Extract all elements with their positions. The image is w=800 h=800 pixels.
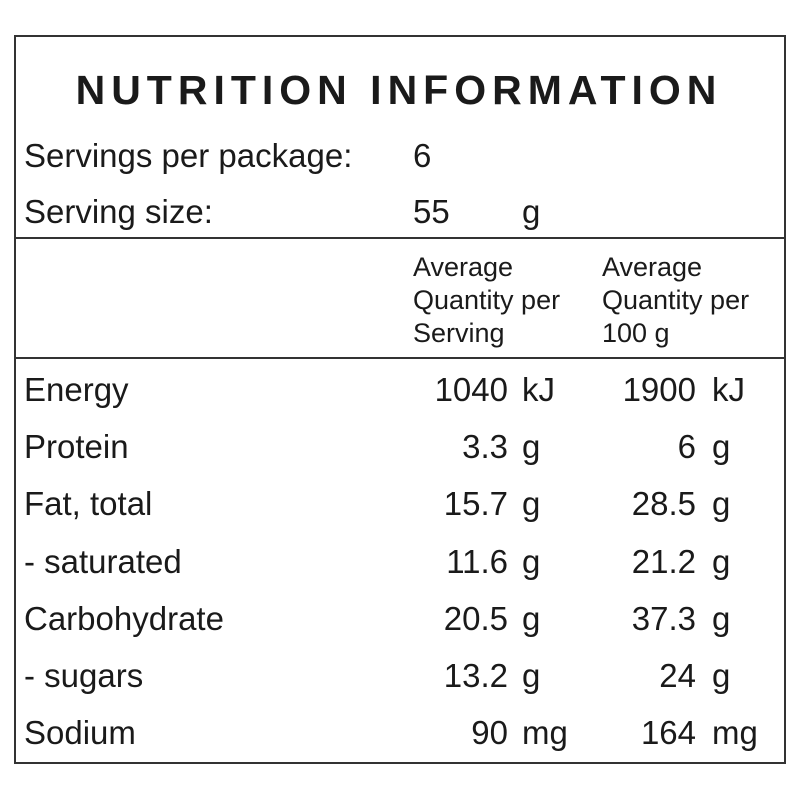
per-serving-value: 1040 [434, 371, 508, 408]
per-serving-value: 20.5 [443, 599, 508, 637]
per-serving-value: 3.3 [462, 428, 508, 466]
per-100g-value: 37.3 [631, 599, 696, 637]
servings-label: Servings per package: [24, 137, 353, 174]
per-100g-value: 6 [677, 428, 696, 466]
nutrient-name: Sodium [24, 714, 136, 752]
nutrient-name: - sugars [24, 657, 144, 694]
per-100g-unit: g [712, 428, 731, 466]
per-100g-unit: g [712, 657, 731, 694]
label-border [14, 35, 786, 764]
per-serving-unit: g [522, 542, 541, 580]
serving-size-label: Serving size: [24, 193, 213, 230]
column-header: Average [413, 252, 514, 282]
serving-size-value: 55 [413, 193, 450, 230]
per-serving-unit: g [522, 657, 541, 694]
per-serving-value: 15.7 [443, 485, 508, 523]
per-100g-unit: mg [712, 714, 758, 752]
per-serving-unit: g [522, 428, 541, 466]
per-serving-unit: g [522, 599, 541, 637]
per-serving-value: 90 [471, 714, 508, 752]
column-header: Quantity per [602, 285, 750, 315]
column-header: Quantity per [413, 285, 561, 315]
per-serving-value: 13.2 [443, 657, 508, 694]
per-100g-unit: kJ [712, 371, 745, 408]
per-100g-value: 21.2 [631, 542, 696, 580]
nutrient-name: Fat, total [24, 485, 153, 523]
per-serving-value: 11.6 [446, 542, 508, 580]
nutrient-name: Energy [24, 371, 129, 408]
per-serving-unit: mg [522, 714, 568, 752]
divider [14, 237, 784, 239]
per-100g-unit: g [712, 485, 731, 523]
column-header: Serving [413, 318, 505, 348]
per-100g-value: 1900 [622, 371, 696, 408]
per-100g-value: 28.5 [631, 485, 696, 523]
title: NUTRITION INFORMATION [75, 67, 723, 113]
divider [14, 357, 784, 359]
per-100g-unit: g [712, 542, 731, 580]
per-100g-value: 164 [640, 714, 696, 752]
per-serving-unit: kJ [522, 371, 555, 408]
nutrient-name: - saturated [24, 542, 182, 580]
nutrient-name: Carbohydrate [24, 599, 224, 637]
per-serving-unit: g [522, 485, 541, 523]
serving-size-unit: g [522, 193, 541, 230]
column-header: 100 g [602, 318, 670, 348]
servings-value: 6 [413, 137, 432, 174]
per-100g-unit: g [712, 599, 731, 637]
column-header: Average [602, 252, 703, 282]
per-100g-value: 24 [659, 657, 696, 694]
nutrient-name: Protein [24, 428, 129, 466]
